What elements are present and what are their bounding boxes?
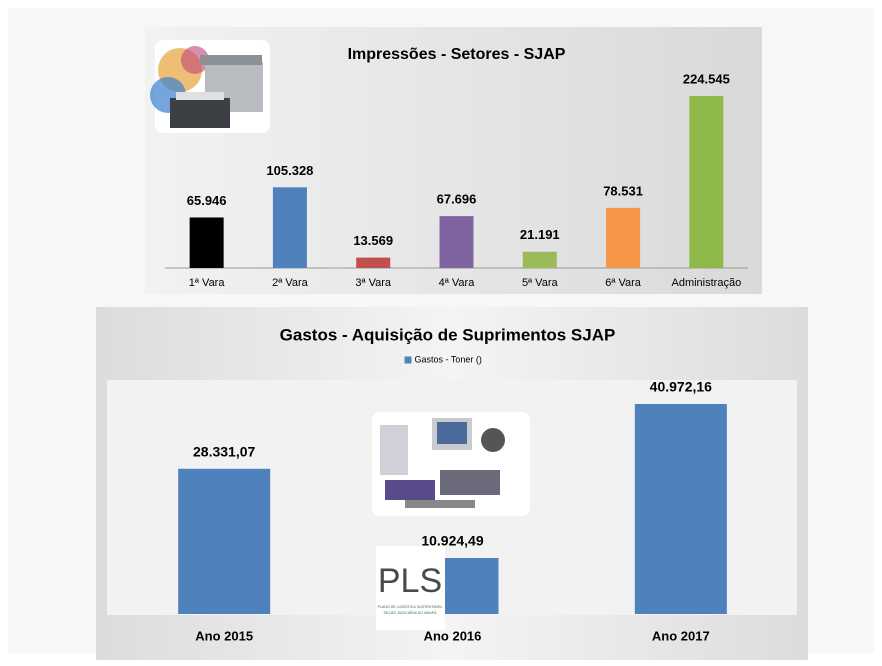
value-label: 78.531 (603, 183, 643, 198)
bar (523, 252, 557, 268)
legend-label: Gastos - Toner () (415, 354, 482, 364)
chart-title: Impressões - Setores - SJAP (348, 46, 566, 63)
x-tick-label: 3ª Vara (355, 277, 392, 289)
x-tick-label: 2ª Vara (272, 277, 309, 289)
bar (273, 187, 307, 268)
bar (190, 217, 224, 268)
bar (440, 216, 474, 268)
logo-text: PLS (378, 562, 442, 600)
x-tick-label: Ano 2017 (652, 628, 710, 643)
value-label: 13.569 (353, 233, 393, 248)
x-tick-label: Administração (672, 277, 742, 289)
x-tick-label: 4ª Vara (439, 277, 476, 289)
value-label: 28.331,07 (193, 443, 255, 459)
x-tick-label: Ano 2016 (424, 628, 482, 643)
x-tick-label: 6ª Vara (605, 277, 642, 289)
chart-title: Gastos - Aquisição de Suprimentos SJAP (280, 325, 616, 344)
bar (606, 208, 640, 268)
value-label: 65.946 (187, 193, 227, 208)
value-label: 105.328 (266, 163, 313, 178)
x-tick-label: 5ª Vara (522, 277, 559, 289)
value-label: 67.696 (437, 192, 477, 207)
bar (635, 404, 727, 614)
computer-image (372, 412, 530, 516)
value-label: 224.545 (683, 71, 730, 86)
bar (178, 469, 270, 614)
bar (689, 96, 723, 268)
value-label: 40.972,16 (650, 379, 712, 395)
legend-swatch (405, 357, 412, 364)
x-tick-label: 1ª Vara (189, 277, 226, 289)
logo-line: PLANO DE LOGÍSTICA SUSTENTÁVEL (377, 605, 442, 609)
logo-line: SEÇÃO JUDICIÁRIA DO AMAPÁ (383, 610, 437, 615)
slide: Impressões - Setores - SJAP 65.946 1ª Vara… (0, 0, 882, 661)
value-label: 21.191 (520, 227, 560, 242)
bar (356, 258, 390, 268)
printer-image (150, 40, 270, 133)
x-tick-label: Ano 2015 (195, 628, 253, 643)
